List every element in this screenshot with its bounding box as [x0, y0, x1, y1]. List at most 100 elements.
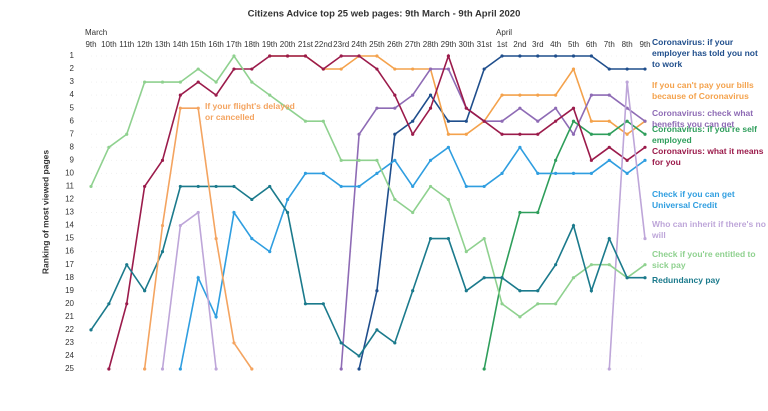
point	[89, 328, 93, 332]
point	[446, 54, 451, 58]
y-tick-label: 4	[70, 90, 75, 99]
x-tick-label: 19th	[262, 40, 278, 49]
point	[446, 145, 451, 149]
point	[178, 223, 182, 228]
point	[214, 315, 218, 319]
x-tick-label: 3rd	[532, 40, 544, 49]
point	[607, 263, 611, 267]
point	[214, 80, 218, 84]
point	[250, 197, 254, 202]
point	[393, 132, 397, 136]
point	[589, 54, 593, 58]
point	[464, 119, 468, 123]
point	[643, 276, 647, 280]
point	[232, 54, 236, 58]
point	[339, 67, 343, 71]
series-line	[143, 107, 253, 370]
point	[285, 106, 290, 110]
month-label: March	[85, 28, 107, 37]
point	[160, 367, 165, 371]
y-tick-label: 1	[70, 51, 75, 60]
point	[589, 119, 593, 123]
point	[625, 67, 629, 71]
x-tick-label: 13th	[155, 40, 171, 49]
x-tick-label: 31st	[477, 40, 493, 49]
point	[107, 302, 111, 306]
point	[250, 367, 254, 371]
point	[393, 158, 397, 162]
point	[428, 184, 433, 189]
point	[357, 367, 361, 371]
point	[89, 184, 93, 189]
point	[643, 158, 647, 162]
point	[607, 145, 611, 149]
point	[357, 184, 361, 189]
point	[500, 54, 504, 58]
x-tick-label: 6th	[586, 40, 597, 49]
point	[214, 367, 218, 371]
point	[357, 354, 361, 358]
point	[571, 67, 576, 71]
point	[339, 158, 343, 162]
point	[143, 367, 147, 371]
point	[607, 132, 611, 136]
point	[643, 145, 647, 149]
point	[446, 67, 451, 71]
point	[482, 119, 486, 123]
point	[125, 263, 129, 267]
point	[196, 276, 200, 280]
point	[107, 367, 111, 371]
point	[375, 289, 379, 293]
point	[607, 236, 611, 241]
y-tick-label: 5	[70, 103, 75, 112]
point	[160, 223, 165, 228]
series-label: Check if you can get Universal Credit	[652, 189, 735, 210]
point	[589, 158, 593, 162]
point	[571, 132, 576, 136]
point	[464, 184, 468, 189]
point	[554, 171, 558, 175]
point	[196, 210, 200, 215]
x-tick-label: 8th	[622, 40, 633, 49]
point	[625, 119, 629, 123]
y-tick-label: 2	[70, 64, 75, 73]
point	[554, 93, 558, 97]
point	[500, 302, 504, 306]
point	[321, 119, 325, 123]
x-tick-label: 12th	[137, 40, 153, 49]
y-tick-label: 20	[65, 299, 74, 308]
point	[214, 184, 218, 189]
point	[589, 289, 593, 293]
x-tick-label: 11th	[119, 40, 134, 49]
y-tick-label: 21	[65, 312, 74, 321]
point	[500, 276, 504, 280]
point	[375, 158, 379, 162]
point	[428, 158, 433, 162]
point	[285, 210, 290, 215]
x-tick-label: 5th	[568, 40, 579, 49]
point	[250, 67, 254, 71]
point	[500, 132, 504, 136]
series-label: Coronavirus: check what benefits you can…	[652, 108, 754, 129]
point	[357, 132, 361, 136]
month-label: April	[496, 28, 512, 37]
point	[178, 106, 182, 110]
x-tick-label: 18th	[244, 40, 260, 49]
point	[607, 367, 611, 371]
series-label: Redundancy pay	[652, 275, 721, 285]
point	[536, 210, 540, 215]
point	[536, 54, 540, 58]
series-line	[90, 185, 645, 358]
point	[393, 93, 397, 97]
point	[196, 80, 200, 84]
point	[428, 106, 433, 110]
point	[143, 80, 147, 84]
point	[625, 158, 629, 162]
point	[464, 132, 468, 136]
x-tick-label: 14th	[173, 40, 189, 49]
point	[160, 250, 165, 254]
point	[554, 263, 558, 267]
point	[571, 54, 576, 58]
